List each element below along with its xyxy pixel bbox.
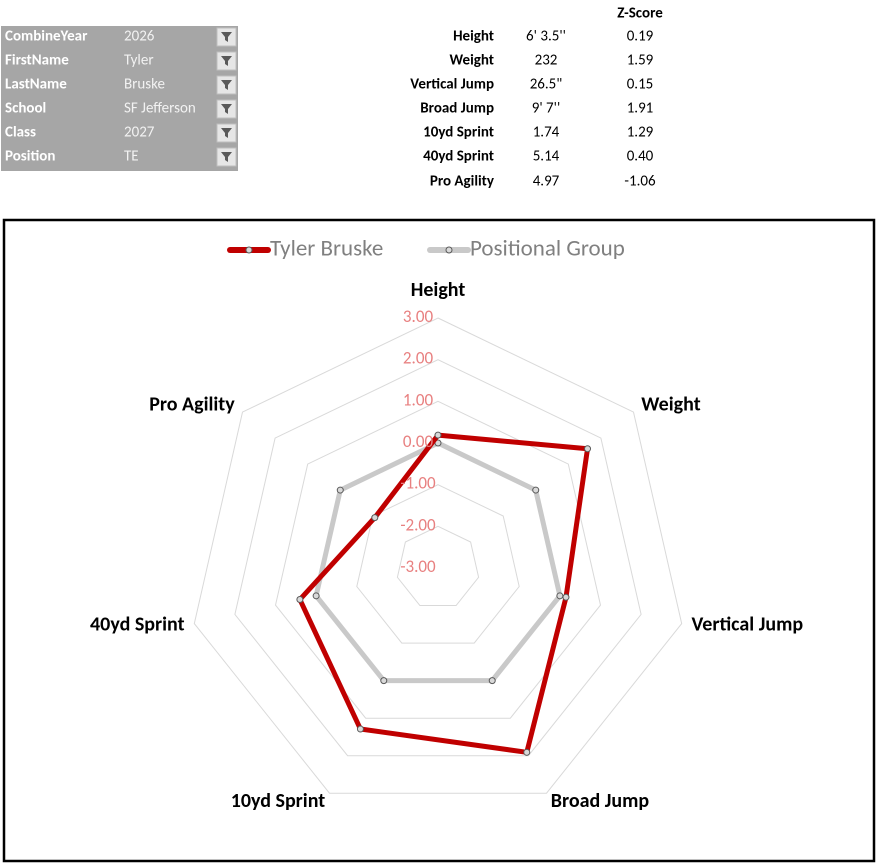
stat-zscore: 1.59 [627, 52, 654, 70]
legend-marker [245, 246, 253, 254]
grid-ring [356, 484, 520, 644]
legend-label: Positional Group [470, 234, 625, 262]
series-marker [562, 593, 570, 601]
axis-label: 40yd Sprint [90, 613, 185, 637]
legend-marker [445, 246, 453, 254]
filter-value: Bruske [124, 76, 165, 94]
series-marker [584, 445, 592, 453]
filter-icon [221, 152, 232, 162]
chart-frame [2, 218, 876, 863]
stat-value: 26.5" [530, 76, 563, 94]
filter-icon [221, 56, 232, 66]
filter-value: Tyler [124, 52, 154, 70]
z-score-header: Z-Score [617, 5, 663, 23]
stat-zscore: 0.40 [627, 148, 654, 166]
series-marker [532, 486, 540, 494]
filter-button[interactable] [216, 99, 237, 119]
y-tick-label: -2.00 [400, 514, 436, 535]
stat-value: 1.74 [533, 124, 560, 142]
filter-icon [221, 32, 232, 42]
stat-zscore: -1.06 [624, 173, 656, 191]
series-marker [356, 725, 364, 733]
series-marker [296, 596, 304, 604]
stat-label: 10yd Sprint [423, 124, 494, 142]
axis-label: 10yd Sprint [231, 789, 326, 813]
y-tick-label: -1.00 [400, 473, 436, 494]
y-tick-label: 2.00 [403, 348, 434, 369]
stat-label: Broad Jump [420, 100, 494, 118]
stat-value: 9' 7'' [532, 100, 561, 118]
series-line [313, 440, 563, 684]
axis-label: Weight [641, 393, 700, 417]
filter-button[interactable] [216, 27, 237, 47]
filter-button[interactable] [216, 75, 237, 95]
stat-label: Weight [449, 52, 494, 70]
y-tick-label: 1.00 [403, 389, 434, 410]
filter-icon [221, 80, 232, 90]
filter-label: Class [5, 124, 36, 142]
filter-icon [221, 104, 232, 114]
stat-zscore: 0.19 [627, 28, 654, 46]
axis-label: Broad Jump [551, 789, 650, 813]
axis-label: Pro Agility [149, 393, 235, 417]
stat-zscore: 0.15 [627, 76, 654, 94]
y-tick-label: 0.00 [403, 431, 434, 452]
y-tick-label: -3.00 [400, 556, 436, 577]
grid-ring [193, 317, 683, 794]
filter-label: School [5, 100, 46, 118]
axis-label: Vertical Jump [691, 613, 803, 637]
filter-value: SF Jefferson [124, 100, 196, 118]
series-line [297, 432, 590, 755]
grid-ring [274, 400, 602, 719]
series-marker [488, 677, 496, 685]
filter-value: TE [124, 148, 139, 166]
stat-value: 4.97 [533, 173, 560, 191]
filter-panel [1, 26, 238, 171]
series-marker [336, 486, 344, 494]
filter-label: CombineYear [5, 28, 88, 46]
stat-label: Height [453, 28, 494, 46]
series-marker [371, 514, 379, 522]
stat-zscore: 1.91 [627, 100, 654, 118]
y-tick-label: 3.00 [403, 306, 434, 327]
stat-zscore: 1.29 [627, 124, 654, 142]
stat-value: 6' 3.5'' [526, 28, 566, 46]
stat-value: 232 [535, 52, 558, 70]
series-marker [523, 748, 531, 756]
series-marker [434, 431, 442, 439]
series-marker [556, 592, 564, 600]
filter-button[interactable] [216, 147, 237, 167]
series-marker [380, 677, 388, 685]
axis-label: Height [411, 278, 466, 302]
filter-icon [221, 128, 232, 138]
stat-value: 5.14 [533, 148, 560, 166]
series-marker [312, 592, 320, 600]
filter-label: Position [5, 148, 55, 166]
filter-label: LastName [5, 76, 67, 94]
stat-label: 40yd Sprint [423, 148, 494, 166]
stat-label: Pro Agility [430, 173, 495, 191]
grid-ring [234, 359, 642, 757]
filter-button[interactable] [216, 123, 237, 143]
filter-button[interactable] [216, 51, 237, 71]
stat-label: Vertical Jump [410, 76, 494, 94]
grid-ring [396, 525, 480, 606]
filter-label: FirstName [5, 52, 69, 70]
filter-value: 2026 [124, 28, 155, 46]
filter-value: 2027 [124, 124, 155, 142]
legend-label: Tyler Bruske [270, 234, 383, 262]
